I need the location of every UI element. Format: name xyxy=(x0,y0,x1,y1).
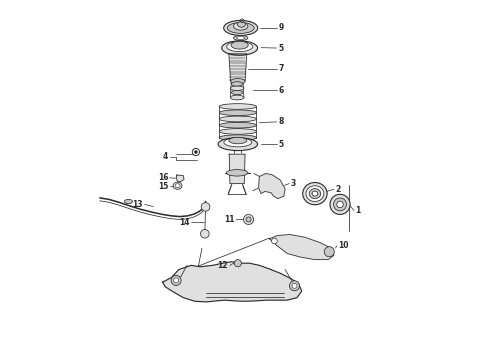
Circle shape xyxy=(290,281,299,291)
Polygon shape xyxy=(176,175,184,181)
Ellipse shape xyxy=(219,122,256,128)
Ellipse shape xyxy=(229,137,247,144)
Ellipse shape xyxy=(227,41,252,51)
Ellipse shape xyxy=(219,110,256,116)
Circle shape xyxy=(337,201,343,208)
Ellipse shape xyxy=(221,41,258,55)
Ellipse shape xyxy=(234,36,248,41)
Text: 11: 11 xyxy=(224,215,235,224)
Polygon shape xyxy=(229,154,245,184)
Circle shape xyxy=(200,229,209,238)
Circle shape xyxy=(334,198,346,211)
Text: 9: 9 xyxy=(278,23,284,32)
Ellipse shape xyxy=(238,22,245,27)
Ellipse shape xyxy=(231,82,243,86)
Ellipse shape xyxy=(226,170,248,176)
Ellipse shape xyxy=(223,21,258,36)
Text: 1: 1 xyxy=(355,206,361,215)
Ellipse shape xyxy=(219,135,256,140)
Circle shape xyxy=(292,283,297,288)
Ellipse shape xyxy=(230,86,244,90)
Ellipse shape xyxy=(219,104,256,109)
Circle shape xyxy=(324,247,334,257)
Circle shape xyxy=(330,194,350,215)
Ellipse shape xyxy=(124,199,132,204)
Circle shape xyxy=(242,20,243,22)
Polygon shape xyxy=(259,174,285,199)
Text: 8: 8 xyxy=(278,117,284,126)
Circle shape xyxy=(173,278,179,283)
Ellipse shape xyxy=(237,37,245,40)
Ellipse shape xyxy=(309,189,320,199)
Text: 5: 5 xyxy=(278,140,284,149)
Circle shape xyxy=(201,203,210,211)
Ellipse shape xyxy=(227,23,254,33)
Ellipse shape xyxy=(219,129,256,134)
Polygon shape xyxy=(163,262,302,302)
Text: 7: 7 xyxy=(278,64,284,73)
Text: 16: 16 xyxy=(158,174,168,183)
Polygon shape xyxy=(270,234,334,260)
Polygon shape xyxy=(229,54,247,81)
Text: 6: 6 xyxy=(278,86,284,95)
Ellipse shape xyxy=(218,138,258,150)
Ellipse shape xyxy=(231,78,245,84)
Text: 4: 4 xyxy=(163,152,168,161)
Text: 3: 3 xyxy=(291,179,296,188)
Circle shape xyxy=(171,275,181,285)
Ellipse shape xyxy=(219,116,256,122)
Ellipse shape xyxy=(306,186,324,202)
Ellipse shape xyxy=(234,22,248,30)
Ellipse shape xyxy=(303,183,327,205)
Circle shape xyxy=(244,215,254,225)
Text: 15: 15 xyxy=(158,182,168,191)
Circle shape xyxy=(240,19,244,23)
Circle shape xyxy=(246,217,251,222)
Text: 12: 12 xyxy=(217,261,228,270)
Ellipse shape xyxy=(175,184,180,188)
Text: 2: 2 xyxy=(335,185,341,194)
Ellipse shape xyxy=(231,90,243,95)
Ellipse shape xyxy=(230,95,244,100)
Text: 13: 13 xyxy=(132,200,143,209)
Text: 10: 10 xyxy=(338,242,349,251)
Ellipse shape xyxy=(224,138,252,147)
Ellipse shape xyxy=(231,41,248,49)
Circle shape xyxy=(195,150,197,153)
Ellipse shape xyxy=(312,191,318,196)
Circle shape xyxy=(271,238,277,244)
Circle shape xyxy=(234,260,242,267)
Ellipse shape xyxy=(173,182,182,189)
Text: 5: 5 xyxy=(278,44,284,53)
Text: 14: 14 xyxy=(179,218,190,227)
Circle shape xyxy=(192,148,199,156)
